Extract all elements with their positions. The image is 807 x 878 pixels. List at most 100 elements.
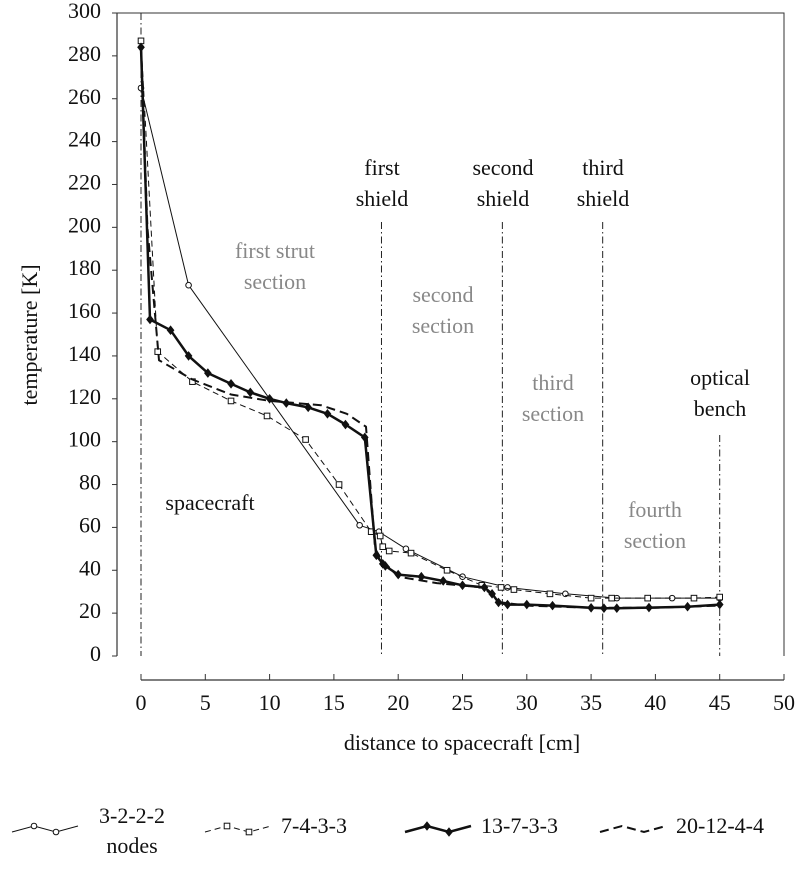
y-axis-label: temperature [K]	[17, 264, 42, 405]
point	[510, 586, 518, 593]
point	[587, 602, 595, 613]
x-tick-label: 45	[709, 690, 731, 715]
y-tick-label: 20	[79, 598, 101, 623]
point	[608, 594, 615, 602]
annotation: first	[364, 155, 399, 180]
legend-marker	[30, 822, 38, 830]
y-tick-label: 160	[68, 298, 101, 323]
point	[644, 594, 651, 602]
point	[376, 532, 384, 540]
annotation: first strut	[235, 238, 315, 263]
point	[546, 590, 554, 598]
legend-marker	[445, 827, 453, 837]
y-tick-label: 300	[68, 0, 101, 23]
y-tick-label: 260	[68, 84, 101, 109]
legend-marker	[423, 821, 431, 831]
annotation: fourth	[628, 497, 682, 522]
x-tick-label: 35	[580, 690, 602, 715]
point	[504, 584, 511, 591]
point	[263, 412, 271, 420]
legend-marker	[223, 822, 231, 830]
point	[204, 368, 212, 378]
y-tick-label: 240	[68, 127, 101, 152]
point	[227, 378, 235, 389]
point	[716, 593, 724, 601]
point	[439, 576, 448, 586]
legend-item: 7-4-3-3	[204, 813, 347, 838]
annotation: spacecraft	[165, 490, 254, 515]
annotation: second	[412, 282, 473, 307]
legend-label: 13-7-3-3	[481, 813, 558, 838]
x-axis-label: distance to spacecraft [cm]	[344, 730, 580, 755]
x-tick-label: 10	[259, 690, 281, 715]
annotation: section	[522, 401, 584, 426]
point	[690, 594, 698, 602]
y-tick-label: 40	[79, 555, 101, 580]
annotation: bench	[694, 396, 747, 421]
y-tick-label: 0	[90, 641, 101, 666]
legend-marker	[245, 828, 253, 836]
x-tick-label: 25	[452, 690, 474, 715]
annotation: third	[582, 155, 624, 180]
point	[503, 599, 512, 610]
point	[480, 582, 489, 593]
annotation: third	[532, 370, 574, 395]
series-line	[140, 47, 720, 609]
legend-line	[599, 824, 667, 834]
point	[407, 549, 415, 557]
annotation: section	[412, 313, 474, 338]
x-tick-label: 15	[323, 690, 345, 715]
y-tick-label: 140	[68, 341, 101, 366]
legend-item: 13-7-3-3	[404, 813, 558, 838]
x-tick-label: 0	[136, 690, 147, 715]
point	[304, 402, 313, 413]
point	[146, 314, 154, 325]
point	[522, 599, 531, 610]
y-tick-label: 200	[68, 212, 101, 237]
point	[246, 387, 255, 398]
point	[227, 397, 235, 405]
annotation: shield	[477, 186, 530, 211]
point	[548, 600, 557, 611]
annotation: section	[624, 528, 686, 553]
legend-label: 7-4-3-3	[281, 813, 347, 838]
annotation: section	[244, 269, 306, 294]
legend-label: nodes	[106, 833, 157, 858]
y-tick-label: 220	[68, 170, 101, 195]
point	[645, 602, 653, 613]
point	[402, 545, 410, 553]
point	[587, 594, 595, 602]
point	[379, 543, 387, 550]
y-tick-label: 60	[79, 512, 101, 537]
y-tick-label: 120	[68, 384, 101, 409]
point	[185, 281, 192, 289]
legend-label: 20-12-4-4	[676, 813, 764, 838]
annotation: second	[472, 155, 533, 180]
annotation: shield	[577, 186, 630, 211]
y-tick-label: 100	[68, 427, 101, 452]
point	[335, 481, 343, 488]
x-tick-label: 40	[644, 690, 666, 715]
point	[323, 409, 332, 419]
x-tick-label: 30	[516, 690, 538, 715]
legend-line	[404, 824, 472, 834]
legend-item: 20-12-4-4	[599, 813, 764, 838]
point	[385, 547, 393, 555]
x-tick-label: 50	[773, 690, 795, 715]
annotation: optical	[690, 365, 750, 390]
point	[443, 566, 451, 574]
annotation: shield	[356, 186, 409, 211]
legend-label: 3-2-2-2	[99, 803, 165, 828]
x-tick-label: 20	[387, 690, 409, 715]
x-tick-label: 5	[200, 690, 211, 715]
point	[341, 419, 350, 430]
point	[356, 521, 363, 529]
point	[166, 325, 175, 336]
point	[302, 436, 309, 443]
legend-line	[204, 825, 272, 833]
y-tick-label: 280	[68, 41, 101, 66]
point	[497, 584, 505, 591]
point	[683, 601, 692, 612]
point	[184, 351, 193, 361]
